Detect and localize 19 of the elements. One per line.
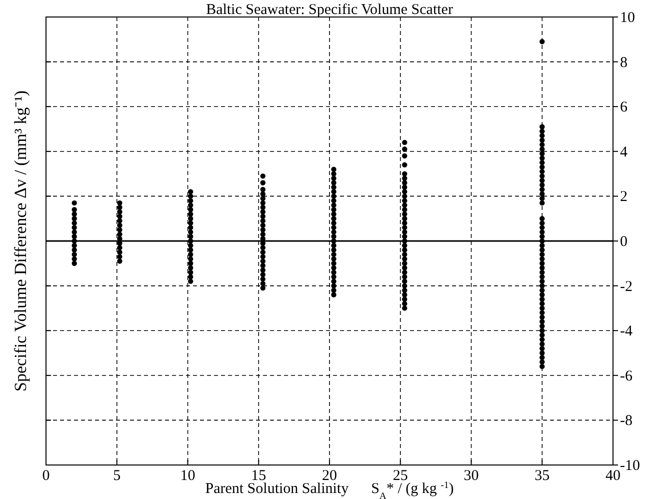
x-tick-label: 10: [180, 468, 196, 484]
y-tick-label: -6: [620, 368, 633, 384]
y-axis-title: Specific Volume Difference Δv / (mm³ kg⁻¹): [11, 90, 30, 392]
x-tick-label: 0: [42, 468, 50, 484]
y-tick-label: 0: [620, 234, 628, 250]
x-tick-label: 30: [464, 468, 479, 484]
y-tick-label: -2: [620, 278, 632, 295]
x-tick-label: 5: [113, 468, 121, 484]
chart-title: Baltic Seawater: Specific Volume Scatter: [206, 2, 453, 18]
y-tick-label: 8: [620, 54, 628, 71]
x-tick-label: 40: [606, 468, 620, 484]
y-tick-label: 6: [620, 100, 628, 116]
y-tick-label: 2: [620, 189, 628, 206]
y-tick-label: 10: [620, 10, 635, 26]
x-tick-label: 35: [534, 468, 550, 484]
y-tick-label: -8: [620, 413, 632, 430]
y-tick-label: 4: [620, 144, 628, 160]
y-tick-label: -10: [620, 458, 640, 474]
y-tick-label: -4: [620, 324, 633, 340]
